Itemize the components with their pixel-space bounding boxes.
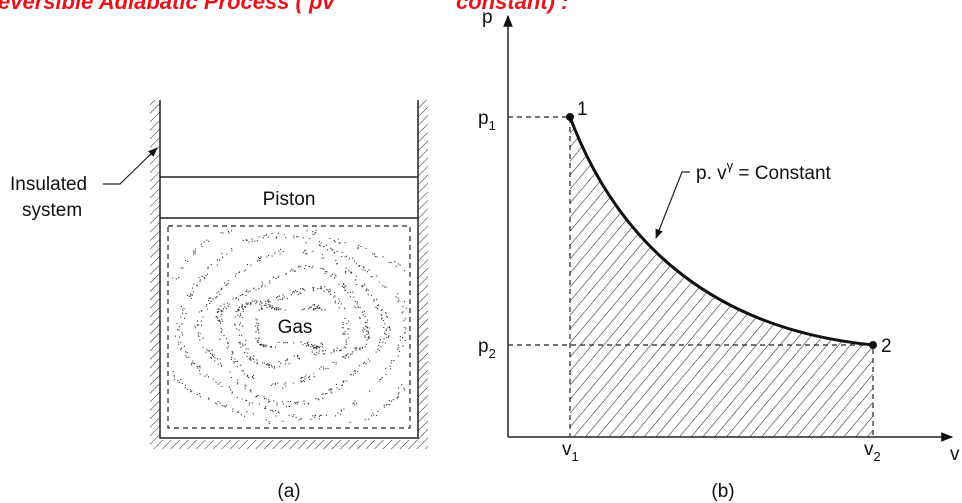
curve-leader — [655, 171, 690, 239]
p2-base: p — [478, 336, 489, 357]
p2-sub: 2 — [489, 346, 496, 361]
p1-sub: 1 — [489, 118, 496, 133]
point-2-label: 2 — [881, 336, 892, 357]
caption-b: (b) — [711, 481, 734, 502]
v2-sub: 2 — [874, 449, 881, 464]
curve-label-before: p. v — [696, 163, 727, 184]
adiabatic-curve — [568, 116, 874, 347]
state-point-1 — [566, 113, 574, 121]
wall-label-line2: system — [22, 200, 82, 221]
cylinder — [150, 100, 428, 449]
title-left: eversible Adiabatic Process ( pv — [0, 0, 336, 14]
v2-label: v2 — [864, 439, 881, 464]
v1-label: v1 — [562, 439, 579, 464]
gas-dots — [172, 229, 407, 425]
gas-label-bg — [262, 312, 328, 340]
piston-label: Piston — [263, 189, 316, 210]
v2-base: v — [864, 439, 874, 460]
state-point-2 — [869, 341, 877, 349]
caption-a: (a) — [277, 481, 300, 502]
curve-label: p. vγ = Constant — [696, 158, 832, 184]
wall-leader — [103, 147, 158, 185]
curve-label-after: = Constant — [733, 163, 831, 184]
wall-label-line1: Insulated — [10, 174, 87, 195]
gas-particles — [172, 229, 407, 425]
x-axis-label: v — [950, 444, 960, 465]
p1-label: p1 — [478, 108, 496, 133]
p1-base: p — [478, 108, 489, 129]
p2-label: p2 — [478, 336, 496, 361]
v1-sub: 1 — [572, 449, 579, 464]
gas-label: Gas — [278, 317, 313, 338]
point-1-label: 1 — [577, 99, 588, 120]
title-right: constant) : — [456, 0, 568, 14]
v1-base: v — [562, 439, 572, 460]
curve-label-sup: γ — [727, 158, 734, 173]
y-axis-label: p — [482, 7, 493, 28]
work-area — [570, 117, 873, 437]
